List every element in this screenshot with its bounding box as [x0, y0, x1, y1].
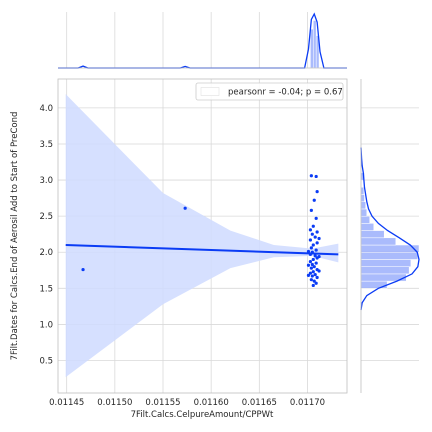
y-tick-label: 3.5	[39, 140, 53, 150]
scatter-point	[309, 266, 313, 270]
scatter-point	[310, 274, 314, 278]
scatter-point	[309, 208, 313, 212]
scatter-point	[315, 241, 319, 245]
scatter-point	[313, 273, 317, 277]
legend-text: pearsonr = -0.04; p = 0.67	[228, 88, 343, 98]
right-marginal-kde	[360, 147, 420, 311]
top-marginal-plot	[58, 12, 347, 69]
legend-box	[195, 82, 344, 101]
x-tick-label: 0.01165	[242, 398, 277, 408]
y-tick-labels: 0.5 1.0 1.5 2.0 2.5 3.0 3.5 4.0	[39, 104, 53, 367]
scatter-point	[311, 243, 315, 247]
scatter-point	[311, 270, 315, 274]
right-hist-bar	[360, 266, 410, 275]
x-tick-label: 0.01155	[145, 398, 180, 408]
scatter-point	[317, 236, 321, 241]
right-hist-bar	[360, 215, 370, 224]
scatter-point	[311, 224, 315, 228]
y-tick-label: 2.0	[39, 248, 53, 258]
scatter-point	[306, 263, 311, 267]
right-hist-bar	[360, 230, 385, 239]
right-hist-bar	[360, 208, 368, 217]
y-axis-label: 7Filt.Dates for Calcs.End of Aerosil Add…	[10, 112, 20, 361]
scatter-point	[183, 206, 187, 210]
confidence-band	[65, 94, 339, 378]
top-hist-bar	[313, 20, 317, 69]
x-tick-labels: 0.01145 0.01150 0.01155 0.01160 0.01165 0.011…	[49, 398, 325, 408]
scatter-point	[310, 232, 314, 236]
top-marginal-grid	[66, 12, 308, 68]
scatter-point	[308, 238, 312, 242]
right-hist-bar	[360, 201, 366, 210]
regression-layer	[65, 244, 339, 256]
right-hist-bar	[360, 194, 365, 202]
scatter-point	[308, 260, 312, 264]
scatter-point	[315, 190, 319, 194]
scatter-point	[311, 283, 315, 288]
top-hist-bar	[310, 28, 314, 69]
right-hist-bar	[360, 280, 388, 289]
scatter-point	[312, 279, 316, 283]
main-plot-frame	[57, 78, 348, 394]
scatter-point	[308, 271, 312, 275]
scatter-point	[317, 254, 321, 259]
x-axis-label: 7Filt.Calcs.CelpureAmount/CPPWt	[131, 410, 274, 420]
scatter-point	[309, 278, 313, 282]
scatter-point	[306, 273, 311, 277]
legend-handle	[200, 87, 220, 96]
legend: pearsonr = -0.04; p = 0.67	[195, 82, 344, 101]
x-tick-label: 0.01160	[194, 398, 229, 408]
scatter-point	[309, 174, 313, 178]
scatter-point	[314, 248, 318, 252]
scatter-point	[315, 275, 319, 280]
confidence-band-layer	[65, 94, 339, 378]
right-hist-bar	[360, 251, 419, 260]
scatter-point	[314, 216, 318, 220]
right-hist-bar	[360, 259, 412, 267]
scatter-point	[310, 262, 314, 267]
x-tick-label: 0.01150	[97, 398, 132, 408]
scatter-point	[312, 198, 316, 202]
scatter-point	[315, 230, 319, 234]
scatter-point	[317, 269, 321, 273]
scatter-point	[314, 174, 318, 179]
right-marginal-plot	[360, 79, 420, 393]
scatter-point	[313, 235, 317, 239]
y-tick-label: 1.5	[39, 284, 53, 294]
right-hist-bar	[360, 223, 375, 231]
y-tick-label: 4.0	[39, 104, 53, 114]
scatter-point	[313, 254, 317, 258]
right-hist-bar	[360, 244, 420, 253]
scatter-point	[311, 257, 315, 262]
scatter-point	[312, 265, 316, 269]
y-tick-label: 0.5	[39, 357, 53, 367]
top-marginal-kde	[58, 12, 347, 69]
scatter-point	[81, 267, 85, 272]
scatter-point	[314, 281, 318, 285]
x-tick-label: 0.01145	[49, 398, 84, 408]
scatter-point	[306, 249, 311, 254]
y-tick-label: 1.0	[39, 320, 53, 330]
y-tick-label: 3.0	[39, 176, 53, 186]
right-marginal-histogram	[360, 172, 420, 289]
regression-line	[65, 244, 339, 256]
scatter-point	[308, 228, 312, 232]
right-hist-bar	[360, 237, 397, 246]
scatter-point	[309, 246, 313, 250]
right-hist-bar	[360, 187, 365, 195]
x-tick-label: 0.01170	[290, 398, 325, 408]
y-tick-label: 2.5	[39, 212, 53, 222]
scatter-point	[314, 261, 318, 265]
